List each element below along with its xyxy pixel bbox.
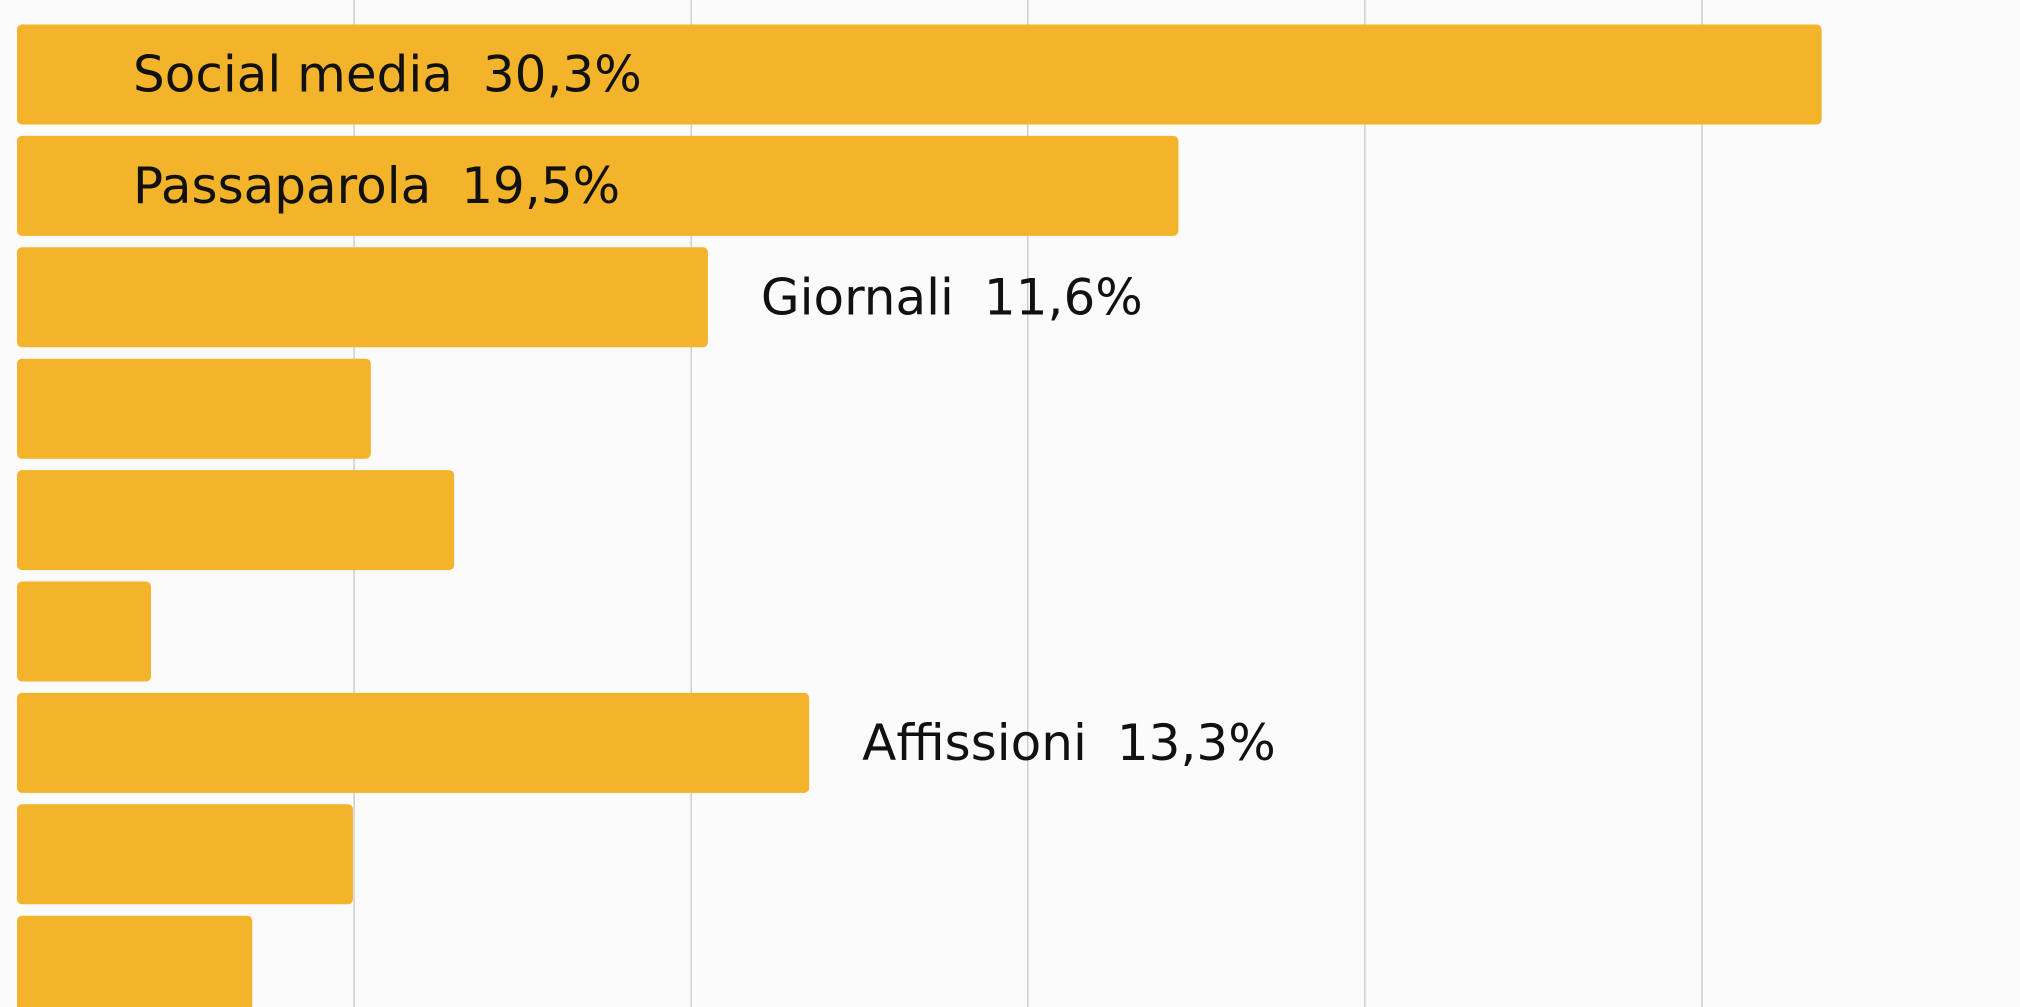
value-label: 13,3% — [1117, 713, 1276, 771]
bar-label: Social media 30,3% — [133, 45, 642, 103]
value-label: 11,6% — [984, 268, 1143, 326]
category-label: Social media — [133, 45, 453, 103]
value-label: 19,5% — [461, 156, 620, 214]
category-label: Affissioni — [862, 713, 1087, 771]
bar-label: Affissioni 13,3% — [862, 713, 1276, 771]
bar — [17, 470, 455, 571]
bar — [17, 247, 708, 348]
bar — [17, 24, 1822, 125]
bar — [17, 358, 371, 459]
category-label: Giornali — [761, 268, 954, 326]
value-label: 30,3% — [483, 45, 642, 103]
category-label: Passaparola — [133, 156, 431, 214]
bar — [17, 135, 1179, 236]
bar — [17, 581, 152, 682]
bar-label: Giornali 11,6% — [761, 268, 1143, 326]
bar-label: Passaparola 19,5% — [133, 156, 620, 214]
bar — [17, 692, 810, 793]
bar — [17, 915, 253, 1007]
bar — [17, 804, 353, 905]
